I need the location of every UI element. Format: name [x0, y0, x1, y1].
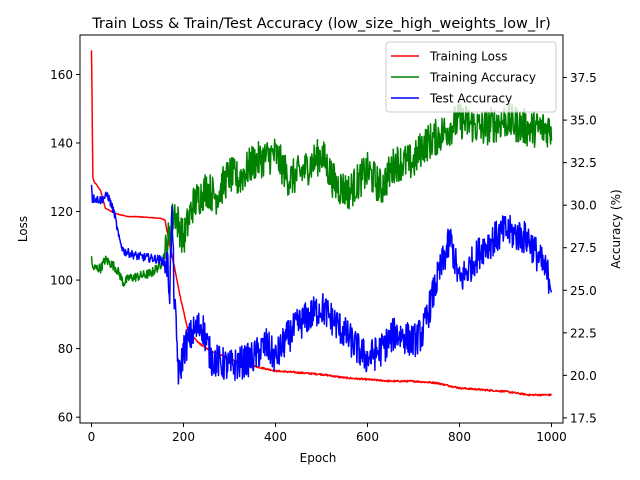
right-axis-ticks: 17.5 20.0 22.5 25.0 27.5 30.0 32.5 35.0 37.5	[563, 71, 597, 425]
x-axis-label: Epoch	[300, 451, 337, 465]
legend-label-training-accuracy: Training Accuracy	[429, 71, 536, 85]
left-tick-label: 100	[50, 274, 73, 288]
left-axis-ticks: 60 80 100 120 140 160	[50, 68, 80, 425]
right-tick-label: 30.0	[570, 199, 597, 213]
right-tick-label: 22.5	[570, 326, 597, 340]
chart-title: Train Loss & Train/Test Accuracy (low_si…	[91, 16, 551, 32]
left-tick-label: 80	[58, 342, 73, 356]
right-tick-label: 37.5	[570, 71, 597, 85]
test-accuracy-line	[90, 184, 553, 385]
training-accuracy-line	[90, 101, 553, 287]
right-tick-label: 27.5	[570, 241, 597, 255]
legend: Training Loss Training Accuracy Test Acc…	[385, 41, 557, 113]
right-tick-label: 20.0	[570, 369, 597, 383]
legend-box	[385, 41, 557, 113]
x-tick-label: 400	[264, 430, 287, 444]
x-tick-label: 1000	[536, 430, 567, 444]
left-tick-label: 160	[50, 68, 73, 82]
left-tick-label: 140	[50, 136, 73, 150]
plot-frame	[79, 34, 564, 424]
right-tick-label: 25.0	[570, 284, 597, 298]
right-tick-label: 32.5	[570, 156, 597, 170]
right-tick-label: 35.0	[570, 114, 597, 128]
left-tick-label: 120	[50, 205, 73, 219]
x-tick-label: 600	[356, 430, 379, 444]
x-tick-label: 200	[172, 430, 195, 444]
right-tick-label: 17.5	[570, 411, 597, 425]
left-tick-label: 60	[58, 411, 73, 425]
x-tick-label: 0	[88, 430, 96, 444]
x-axis-ticks: 0 200 400 600 800 1000	[88, 423, 567, 444]
x-tick-label: 800	[448, 430, 471, 444]
legend-label-training-loss: Training Loss	[429, 50, 507, 64]
legend-label-test-accuracy: Test Accuracy	[429, 92, 512, 106]
left-axis-label: Loss	[16, 216, 30, 242]
right-axis-label: Accuracy (%)	[609, 189, 623, 268]
plot-lines	[90, 50, 553, 397]
